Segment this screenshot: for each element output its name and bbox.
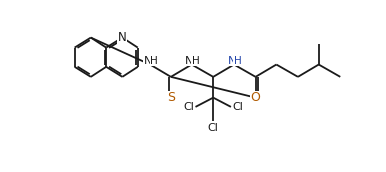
Text: N: N (144, 56, 152, 66)
Text: N: N (227, 56, 236, 66)
Text: H: H (191, 56, 200, 66)
Text: Cl: Cl (208, 123, 218, 133)
Text: S: S (167, 91, 175, 104)
Text: H: H (234, 56, 242, 66)
Text: N: N (185, 56, 193, 66)
Text: H: H (150, 56, 158, 66)
Text: Cl: Cl (183, 102, 194, 112)
Text: Cl: Cl (232, 102, 243, 112)
Text: O: O (251, 91, 261, 104)
Text: N: N (118, 31, 127, 44)
